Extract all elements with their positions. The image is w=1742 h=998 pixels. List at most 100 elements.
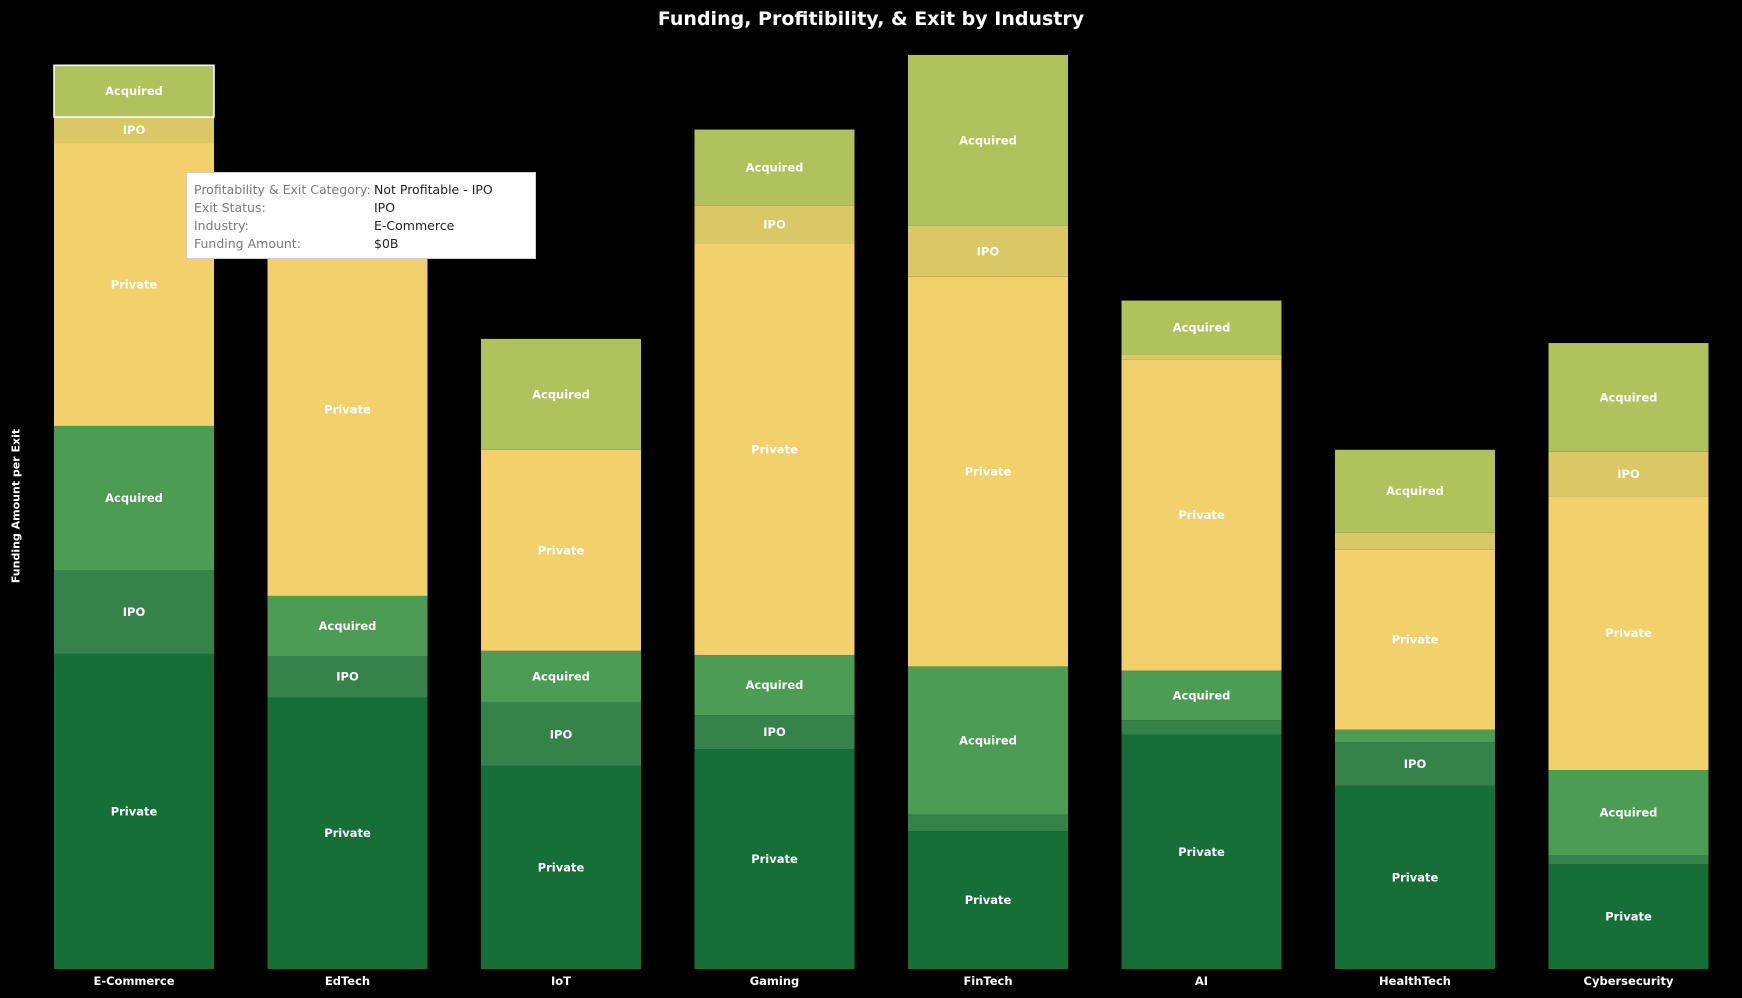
bar-segment-iot-acquired[interactable]: [481, 338, 641, 450]
bar-segment-fintech-acquired[interactable]: [908, 54, 1068, 226]
bar-segment-cybersecurity-ipo[interactable]: [1548, 855, 1709, 865]
data-label: IPO: [1404, 757, 1427, 771]
bar-segment-healthtech-private[interactable]: [1335, 549, 1495, 730]
bar-segment-edtech-private[interactable]: [267, 697, 428, 969]
data-label: IPO: [550, 727, 573, 741]
bar-segment-healthtech-acquired[interactable]: [1335, 729, 1495, 743]
data-label: Acquired: [746, 678, 804, 692]
bar-segment-edtech-acquired[interactable]: [267, 595, 428, 657]
bar-segment-edtech-ipo[interactable]: [267, 656, 428, 698]
tooltip-key: Industry:: [194, 218, 249, 233]
bar-segment-healthtech-private[interactable]: [1335, 785, 1495, 969]
bar-segment-gaming-acquired[interactable]: [694, 654, 855, 716]
bar-segment-e-commerce-ipo[interactable]: [54, 570, 214, 654]
data-label: Private: [111, 277, 158, 291]
data-label: Private: [1178, 845, 1225, 859]
data-label: Private: [538, 543, 585, 557]
bar-segment-ai-acquired[interactable]: [1121, 300, 1282, 355]
data-label: Acquired: [105, 491, 163, 505]
data-label: Private: [751, 852, 798, 866]
x-tick-label: Gaming: [750, 974, 800, 988]
bar-segment-gaming-private[interactable]: [694, 243, 855, 655]
data-label: Acquired: [1173, 320, 1231, 334]
data-label: Private: [965, 893, 1012, 907]
bar-segment-e-commerce-acquired[interactable]: [54, 425, 214, 570]
data-label: Private: [965, 465, 1012, 479]
bar-segment-gaming-ipo[interactable]: [694, 205, 855, 244]
data-label: Private: [1392, 632, 1439, 646]
bar-segment-ai-acquired[interactable]: [1121, 670, 1282, 721]
x-tick-label: IoT: [551, 974, 571, 988]
data-label: Acquired: [532, 670, 590, 684]
bar-segment-cybersecurity-acquired[interactable]: [1548, 343, 1709, 452]
data-label: Acquired: [532, 387, 590, 401]
bar-segment-iot-acquired[interactable]: [481, 650, 641, 703]
data-label: Acquired: [959, 133, 1017, 147]
tooltip-key: Profitability & Exit Category:: [194, 182, 371, 197]
tooltip-row-exit-status: Exit Status: IPO: [194, 199, 535, 217]
bar-segment-iot-ipo[interactable]: [481, 702, 641, 766]
bar-segment-fintech-private[interactable]: [908, 831, 1068, 969]
bar-segment-gaming-private[interactable]: [694, 749, 855, 969]
data-label: Private: [111, 804, 158, 818]
tooltip-value: E-Commerce: [374, 218, 455, 233]
data-label: IPO: [763, 217, 786, 231]
data-label: IPO: [336, 670, 359, 684]
tooltip: Profitability & Exit Category: Not Profi…: [186, 172, 536, 259]
data-label: Private: [1178, 508, 1225, 522]
data-label: IPO: [123, 123, 146, 137]
data-label: IPO: [1617, 467, 1640, 481]
bar-segment-cybersecurity-ipo[interactable]: [1548, 451, 1709, 497]
x-tick-label: FinTech: [963, 974, 1012, 988]
bar-segment-ai-ipo[interactable]: [1121, 354, 1282, 360]
bar-segment-edtech-private[interactable]: [267, 222, 428, 596]
data-label: IPO: [763, 725, 786, 739]
bar-segment-healthtech-acquired[interactable]: [1335, 449, 1495, 533]
bar-segment-fintech-private[interactable]: [908, 276, 1068, 667]
bar-segment-cybersecurity-acquired[interactable]: [1548, 770, 1709, 855]
data-label: Private: [324, 826, 371, 840]
bar-segment-e-commerce-private[interactable]: [54, 653, 214, 969]
data-label: Private: [1392, 870, 1439, 884]
data-label: Acquired: [959, 733, 1017, 747]
data-label: Acquired: [1173, 688, 1231, 702]
x-tick-label: EdTech: [325, 974, 370, 988]
bar-segment-fintech-ipo[interactable]: [908, 225, 1068, 277]
data-label: Private: [1605, 910, 1652, 924]
tooltip-value: Not Profitable - IPO: [374, 182, 493, 197]
tooltip-value: $0B: [374, 236, 399, 251]
data-label: Acquired: [1386, 484, 1444, 498]
bar-segment-iot-private[interactable]: [481, 449, 641, 651]
tooltip-row-industry: Industry: E-Commerce: [194, 217, 535, 235]
bar-segment-healthtech-ipo[interactable]: [1335, 532, 1495, 550]
bar-segment-gaming-acquired[interactable]: [694, 129, 855, 206]
tooltip-row-category: Profitability & Exit Category: Not Profi…: [194, 181, 535, 199]
bar-segment-ai-private[interactable]: [1121, 359, 1282, 671]
bar-segment-ai-private[interactable]: [1121, 734, 1282, 969]
chart-title: Funding, Profitibility, & Exit by Indust…: [657, 8, 1085, 30]
tooltip-key: Exit Status:: [194, 200, 266, 215]
bar-segment-healthtech-ipo[interactable]: [1335, 742, 1495, 786]
data-label: Acquired: [105, 84, 163, 98]
data-label: Acquired: [1600, 806, 1658, 820]
bar-segment-e-commerce-acquired[interactable]: [54, 65, 214, 118]
bar-segment-cybersecurity-private[interactable]: [1548, 496, 1709, 771]
tooltip-key: Funding Amount:: [194, 236, 301, 251]
x-tick-label: AI: [1195, 974, 1208, 988]
highlight-outline: [53, 64, 215, 118]
x-tick-label: Cybersecurity: [1584, 974, 1674, 988]
data-label: Private: [324, 402, 371, 416]
bar-segment-gaming-ipo[interactable]: [694, 715, 855, 750]
bar-segment-cybersecurity-private[interactable]: [1548, 864, 1709, 969]
bar-segment-iot-private[interactable]: [481, 765, 641, 969]
data-label: Acquired: [1600, 390, 1658, 404]
tooltip-row-funding-amount: Funding Amount: $0B: [194, 235, 535, 253]
bar-segment-fintech-ipo[interactable]: [908, 814, 1068, 832]
bar-segment-ai-ipo[interactable]: [1121, 720, 1282, 735]
x-tick-label: HealthTech: [1379, 974, 1451, 988]
tooltip-value: IPO: [374, 200, 396, 215]
data-label: Private: [751, 442, 798, 456]
bar-segment-e-commerce-ipo[interactable]: [54, 117, 214, 144]
bar-segment-fintech-acquired[interactable]: [908, 666, 1068, 815]
